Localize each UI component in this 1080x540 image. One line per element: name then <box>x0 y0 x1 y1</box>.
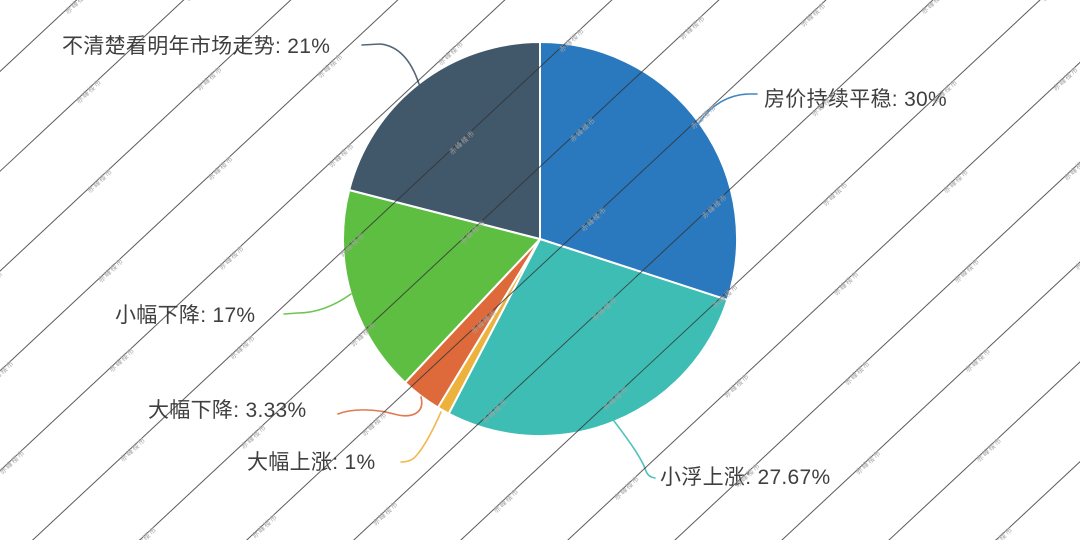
pie-label-sharp-rise: 大幅上涨: 1% <box>247 451 376 474</box>
leader-line-3 <box>337 396 423 417</box>
leader-line-5 <box>361 43 420 85</box>
pie-label-slight-rise: 小浮上涨: 27.67% <box>660 466 831 489</box>
pie-label-sharp-drop: 大幅下降: 3.33% <box>148 399 307 422</box>
leader-line-1 <box>613 420 656 479</box>
pie-label-housing-stable: 房价持续平稳: 30% <box>764 88 947 111</box>
leader-line-0 <box>698 93 758 124</box>
pie-label-unclear-outlook: 不清楚看明年市场走势: 21% <box>62 35 331 58</box>
leader-line-2 <box>400 411 442 463</box>
leader-line-4 <box>283 293 352 315</box>
pie-label-slight-drop: 小幅下降: 17% <box>115 304 256 327</box>
